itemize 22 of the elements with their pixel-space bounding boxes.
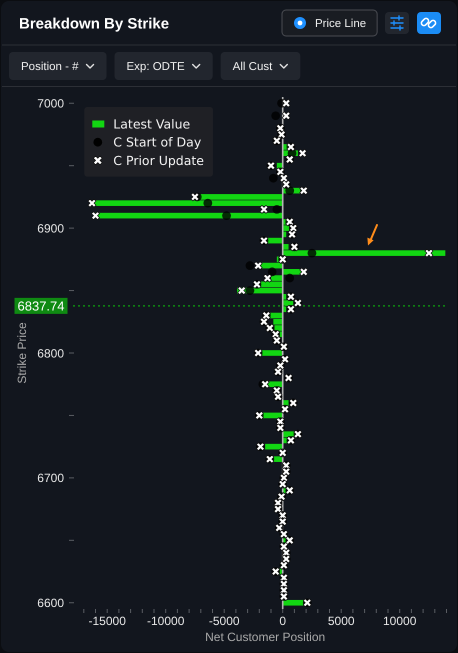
y-tick-label: 6900: [37, 221, 64, 236]
legend-label: Latest Value: [113, 116, 191, 132]
legend-label: C Prior Update: [113, 152, 204, 168]
x-tick-label: 5000: [328, 614, 355, 628]
x-tick-label: -10000: [147, 614, 185, 628]
y-tick-label: 6600: [37, 596, 64, 610]
dropdown: Position - #: [9, 52, 107, 80]
dropdown: All Cust: [220, 52, 300, 80]
x-tick-label: 10000: [383, 614, 417, 628]
x-axis-title: Net Customer Position: [205, 630, 326, 644]
chart-title: Breakdown By Strike: [19, 16, 170, 32]
legend-label: C Start of Day: [113, 134, 202, 150]
y-axis-title: Strike Price: [15, 322, 29, 384]
dropdown: Exp: ODTE: [114, 52, 213, 80]
x-tick-label: -5000: [208, 614, 240, 628]
x-tick-label: -15000: [88, 614, 126, 628]
y-tick-label: 6700: [37, 471, 64, 486]
toggle-button: Price Line: [282, 10, 378, 36]
x-tick-label: 0: [279, 614, 286, 628]
y-tick-label: 7000: [37, 96, 64, 111]
y-tick-label: 6800: [37, 346, 64, 360]
ref-line-label: 6837.74: [18, 298, 64, 314]
